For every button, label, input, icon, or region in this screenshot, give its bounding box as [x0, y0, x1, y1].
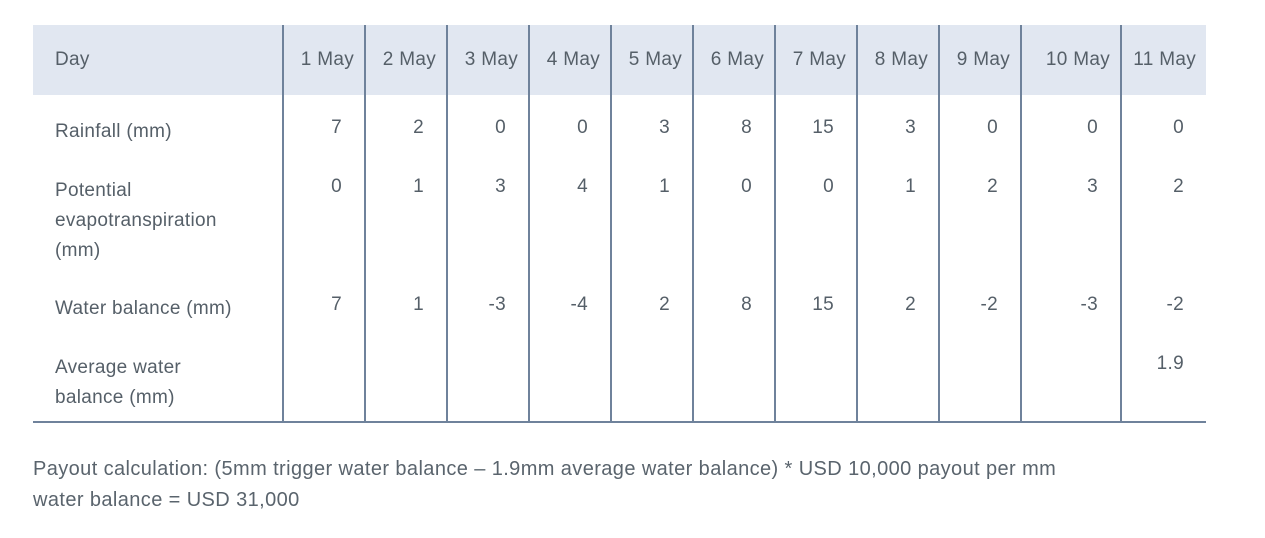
table-cell: 8 [692, 95, 775, 168]
table-cell: 7 [282, 277, 365, 340]
row-label: Rainfall (mm) [55, 121, 172, 142]
column-header-date: 9 May [938, 21, 1021, 95]
table-cell: 2 [1120, 168, 1206, 277]
table-cell: 0 [446, 95, 529, 168]
table-cell: 0 [1020, 95, 1121, 168]
table-row: Average water balance (mm) 1.9 [33, 340, 1206, 423]
table-cell: -2 [938, 277, 1021, 340]
column-header-date: 6 May [692, 21, 775, 95]
table-cell: 2 [364, 95, 447, 168]
column-header-date: 10 May [1020, 21, 1121, 95]
table-cell: 0 [774, 168, 857, 277]
row-label: Potential evapotranspiration (mm) [55, 180, 217, 261]
column-header-date: 8 May [856, 21, 939, 95]
table-cell: 3 [856, 95, 939, 168]
table-cell [856, 340, 939, 423]
table-cell: 3 [1020, 168, 1121, 277]
table-row: Potential evapotranspiration (mm) 0 1 3 4 1 0 0… [33, 168, 1206, 277]
table-row: Water balance (mm) 7 1 -3 -4 2 8 15 2 -2 -3 -2 [33, 277, 1206, 340]
column-header-date: 2 May [364, 21, 447, 95]
water-balance-figure: Day 1 May 2 May 3 May 4 May 5 May 6 May 7 May 8 … [33, 21, 1206, 516]
column-header-date: 3 May [446, 21, 529, 95]
column-header-date: 1 May [282, 21, 365, 95]
column-header-date: 7 May [774, 21, 857, 95]
table-cell: 0 [282, 168, 365, 277]
table-cell: -3 [1020, 277, 1121, 340]
table-cell: 1 [364, 168, 447, 277]
table-cell: 1 [610, 168, 693, 277]
table-cell: 3 [610, 95, 693, 168]
table-cell: 1.9 [1120, 340, 1206, 423]
table-cell [282, 340, 365, 423]
table-cell: 1 [856, 168, 939, 277]
table-cell [610, 340, 693, 423]
table-cell: 15 [774, 95, 857, 168]
table-cell: 1 [364, 277, 447, 340]
column-header-day: Day [33, 21, 283, 95]
table-row: Rainfall (mm) 7 2 0 0 3 8 15 3 0 0 0 [33, 95, 1206, 168]
table-cell: 0 [938, 95, 1021, 168]
table-cell: 0 [1120, 95, 1206, 168]
table-cell [364, 340, 447, 423]
water-balance-table: Day 1 May 2 May 3 May 4 May 5 May 6 May 7 May 8 … [33, 21, 1206, 423]
table-cell: 3 [446, 168, 529, 277]
payout-calculation-text: Payout calculation: (5mm trigger water b… [33, 454, 1206, 516]
row-label: Average water balance (mm) [33, 340, 283, 423]
payout-calculation-line-2: water balance = USD 31,000 [33, 489, 300, 511]
table-cell [774, 340, 857, 423]
table-cell [692, 340, 775, 423]
table-cell: 15 [774, 277, 857, 340]
table-cell: 0 [692, 168, 775, 277]
column-header-date: 5 May [610, 21, 693, 95]
table-cell: -4 [528, 277, 611, 340]
row-label: Water balance (mm) [55, 298, 232, 319]
table-header-row: Day 1 May 2 May 3 May 4 May 5 May 6 May 7 May 8 … [33, 21, 1206, 95]
table-cell: 2 [856, 277, 939, 340]
payout-calculation-line-1: Payout calculation: (5mm trigger water b… [33, 458, 1057, 480]
table-cell [938, 340, 1021, 423]
table-cell: 4 [528, 168, 611, 277]
column-header-date: 4 May [528, 21, 611, 95]
column-header-date: 11 May [1120, 21, 1206, 95]
table-cell [528, 340, 611, 423]
table-cell: 2 [938, 168, 1021, 277]
table-cell: 2 [610, 277, 693, 340]
table-cell [1020, 340, 1121, 423]
table-cell: -2 [1120, 277, 1206, 340]
table-cell [446, 340, 529, 423]
table-cell: 0 [528, 95, 611, 168]
table-cell: 7 [282, 95, 365, 168]
table-cell: 8 [692, 277, 775, 340]
table-body: Rainfall (mm) 7 2 0 0 3 8 15 3 0 0 0 Potential evapo… [33, 95, 1206, 423]
table-cell: -3 [446, 277, 529, 340]
